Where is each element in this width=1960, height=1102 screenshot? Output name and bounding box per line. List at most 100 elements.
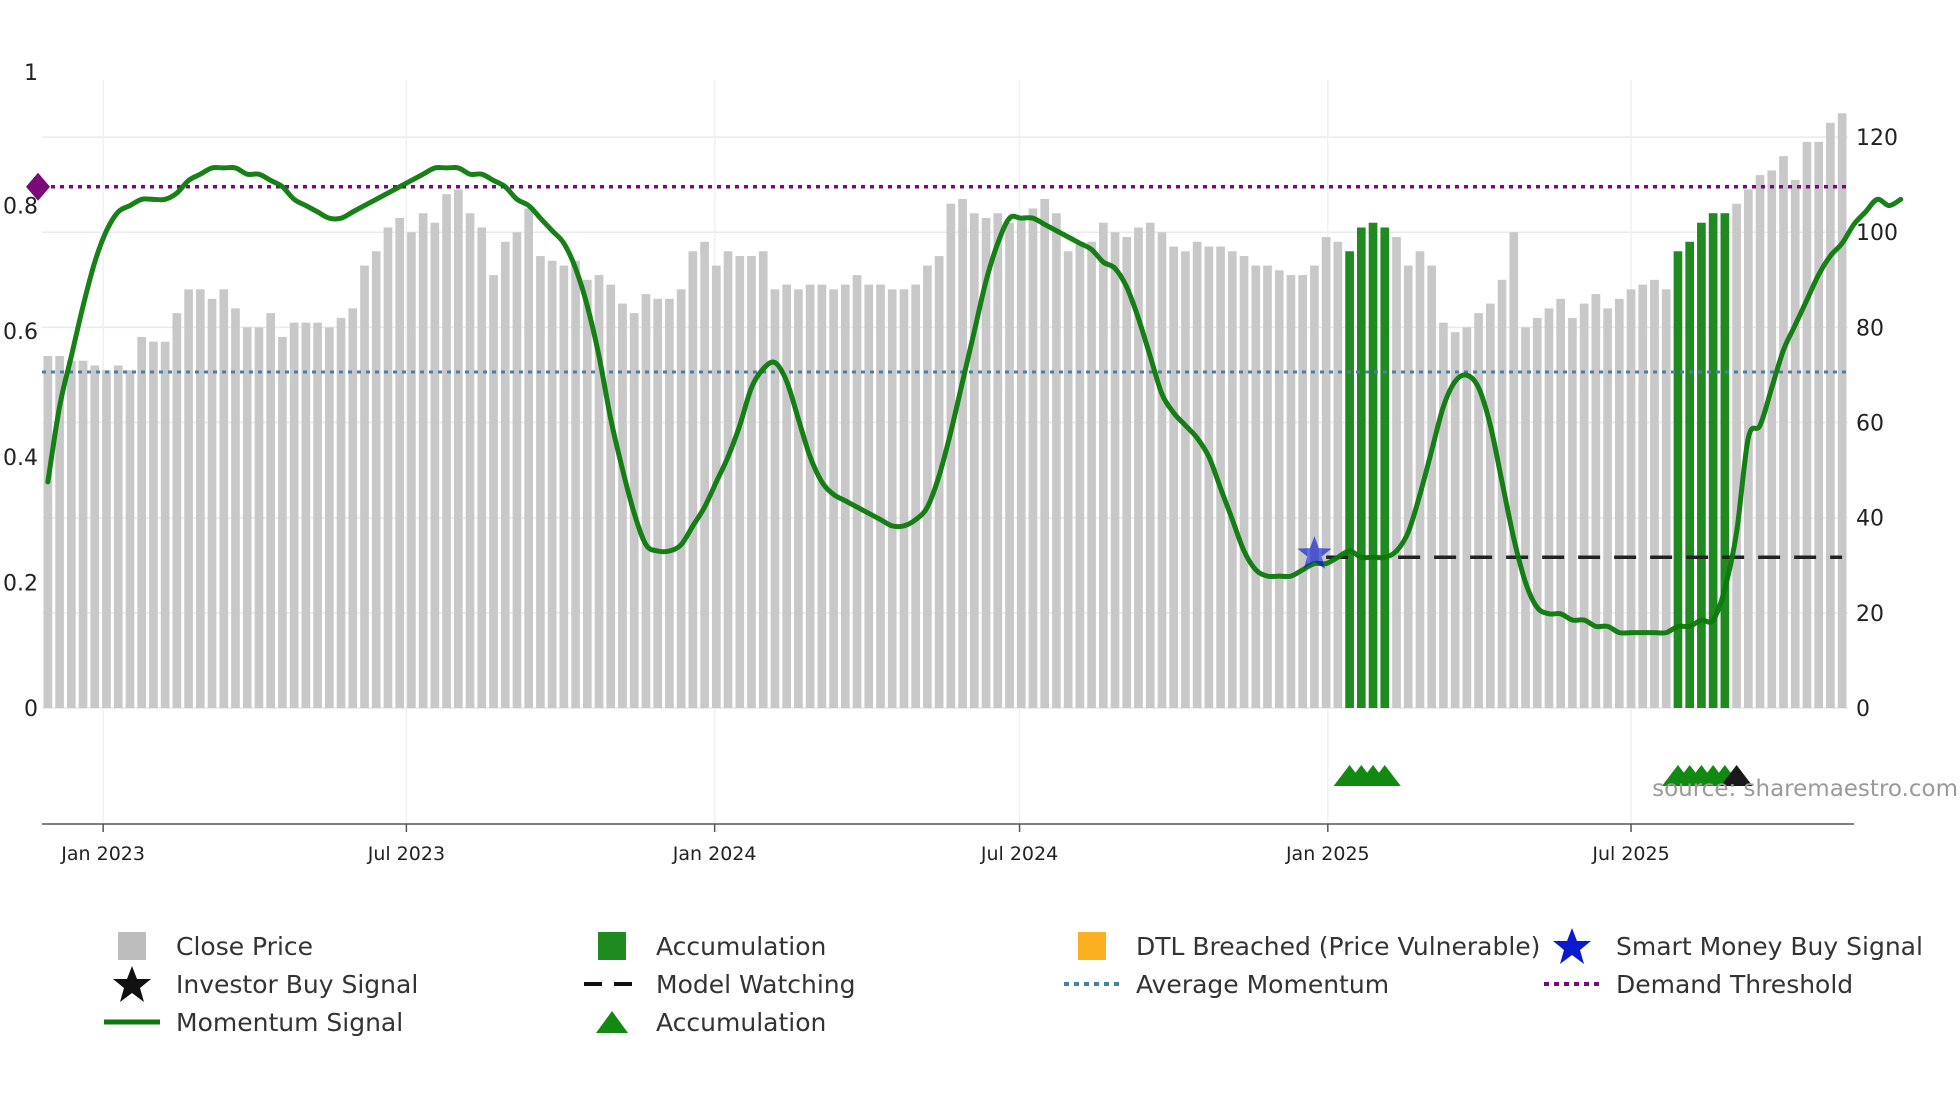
legend-label: Momentum Signal (176, 1007, 404, 1037)
close-price-bar (1157, 232, 1167, 708)
legend-item: Investor Buy Signal (96, 966, 418, 1002)
close-price-bar (1239, 256, 1249, 708)
close-price-bar (1767, 170, 1777, 709)
close-price-bar (594, 275, 604, 708)
close-price-bar (700, 241, 709, 708)
close-price-bar (242, 327, 252, 708)
close-price-bar (981, 217, 991, 708)
legend-label: Average Momentum (1136, 969, 1390, 999)
left-tick-label: 0.8 (3, 195, 38, 220)
accumulation-bar (1673, 251, 1683, 709)
right-tick-label: 80 (1856, 316, 1884, 341)
close-price-bar (1169, 246, 1179, 709)
close-price-bar (113, 365, 123, 708)
close-price-bar (782, 284, 792, 708)
close-price-bar (1087, 241, 1096, 708)
close-price-bar (1063, 251, 1073, 709)
close-price-bar (125, 370, 135, 708)
close-price-bar (500, 241, 510, 708)
close-price-bar (1192, 241, 1202, 708)
close-price-bar (1427, 265, 1437, 708)
close-price-bar (1251, 265, 1261, 708)
close-price-bar (430, 222, 440, 708)
accumulation-bar (1708, 213, 1718, 708)
close-price-bar (1755, 175, 1765, 709)
right-tick-label: 100 (1856, 221, 1898, 246)
close-price-bar (582, 279, 592, 708)
close-price-bar (606, 284, 616, 708)
accumulation-bar (1720, 213, 1730, 708)
close-price-bar (137, 336, 147, 708)
legend-symbol (96, 928, 168, 964)
close-price-bar (1227, 251, 1237, 709)
accumulation-bar (1356, 227, 1366, 708)
price-bars (43, 113, 1847, 709)
signal-markers (1297, 536, 1332, 569)
close-price-bar (1485, 303, 1495, 708)
close-price-bar (336, 317, 346, 708)
close-price-bar (1016, 217, 1026, 708)
close-price-bar (1392, 237, 1401, 708)
close-price-bar (805, 284, 815, 708)
close-price-bar (887, 289, 897, 708)
close-price-bar (1450, 332, 1460, 708)
close-price-bar (453, 189, 463, 708)
close-price-bar (911, 284, 921, 708)
close-price-bar (1532, 317, 1542, 708)
close-price-bar (723, 251, 733, 709)
legend-symbol (576, 966, 648, 1002)
close-price-bar (1521, 327, 1530, 708)
close-price-bar (1098, 222, 1108, 708)
x-tick-label: Jul 2024 (980, 843, 1058, 865)
close-price-bar (360, 265, 369, 708)
close-price-bar (1274, 270, 1284, 708)
right-tick-label: 20 (1856, 602, 1884, 627)
close-price-bar (1439, 322, 1448, 708)
close-price-bar (1298, 275, 1308, 708)
close-price-bar (383, 227, 393, 708)
close-price-bar (1837, 113, 1847, 708)
legend-item: Average Momentum (1056, 966, 1389, 1002)
legend-label: Demand Threshold (1616, 969, 1854, 999)
investor-triangle (1720, 765, 1753, 786)
right-tick-label: 0 (1856, 697, 1870, 722)
close-price-bar (758, 251, 768, 709)
close-price-bar (1040, 198, 1050, 708)
close-price-bar (1732, 203, 1741, 709)
close-price-bar (1310, 265, 1319, 708)
legend-label: Smart Money Buy Signal (1616, 931, 1923, 961)
x-tick-label: Jan 2024 (672, 843, 757, 865)
legend-item: Demand Threshold (1536, 966, 1853, 1002)
source-credit: source: sharemaestro.com (1652, 776, 1958, 802)
close-price-bar (1134, 227, 1143, 708)
close-price-bar (348, 308, 358, 708)
close-price-bar (1321, 237, 1331, 708)
close-price-bar (231, 308, 240, 708)
close-price-bar (852, 275, 862, 708)
close-price-bar (817, 284, 827, 708)
close-price-bar (559, 265, 569, 708)
close-price-bar (1145, 222, 1155, 708)
smart-money-buy-signal-star (1297, 536, 1332, 569)
close-price-bar (864, 284, 874, 708)
legend-item: Accumulation (576, 928, 826, 964)
legend-label: Accumulation (656, 931, 827, 961)
close-price-bar (688, 251, 698, 709)
x-tick-label: Jul 2025 (1591, 843, 1669, 865)
close-price-bar (1286, 275, 1296, 708)
close-price-bar (1779, 156, 1788, 708)
right-tick-label: 60 (1856, 412, 1884, 437)
close-price-bar (1110, 232, 1120, 708)
demand-threshold-marker (26, 172, 50, 201)
momentum-signal-line (45, 164, 1904, 636)
close-price-bar (958, 198, 967, 708)
close-price-bar (1415, 251, 1425, 709)
close-price-bar (149, 341, 158, 708)
close-price-bar (278, 336, 287, 708)
axes: Jan 2023 Jul 2023 Jan 2024 Jul 2024 Jan 2025… (3, 126, 1898, 865)
left-tick-label: 0.2 (3, 571, 38, 596)
legend-item: Close Price (96, 928, 313, 964)
close-price-bar (313, 322, 322, 708)
close-price-bar (184, 289, 193, 708)
close-price-bar (969, 213, 979, 708)
